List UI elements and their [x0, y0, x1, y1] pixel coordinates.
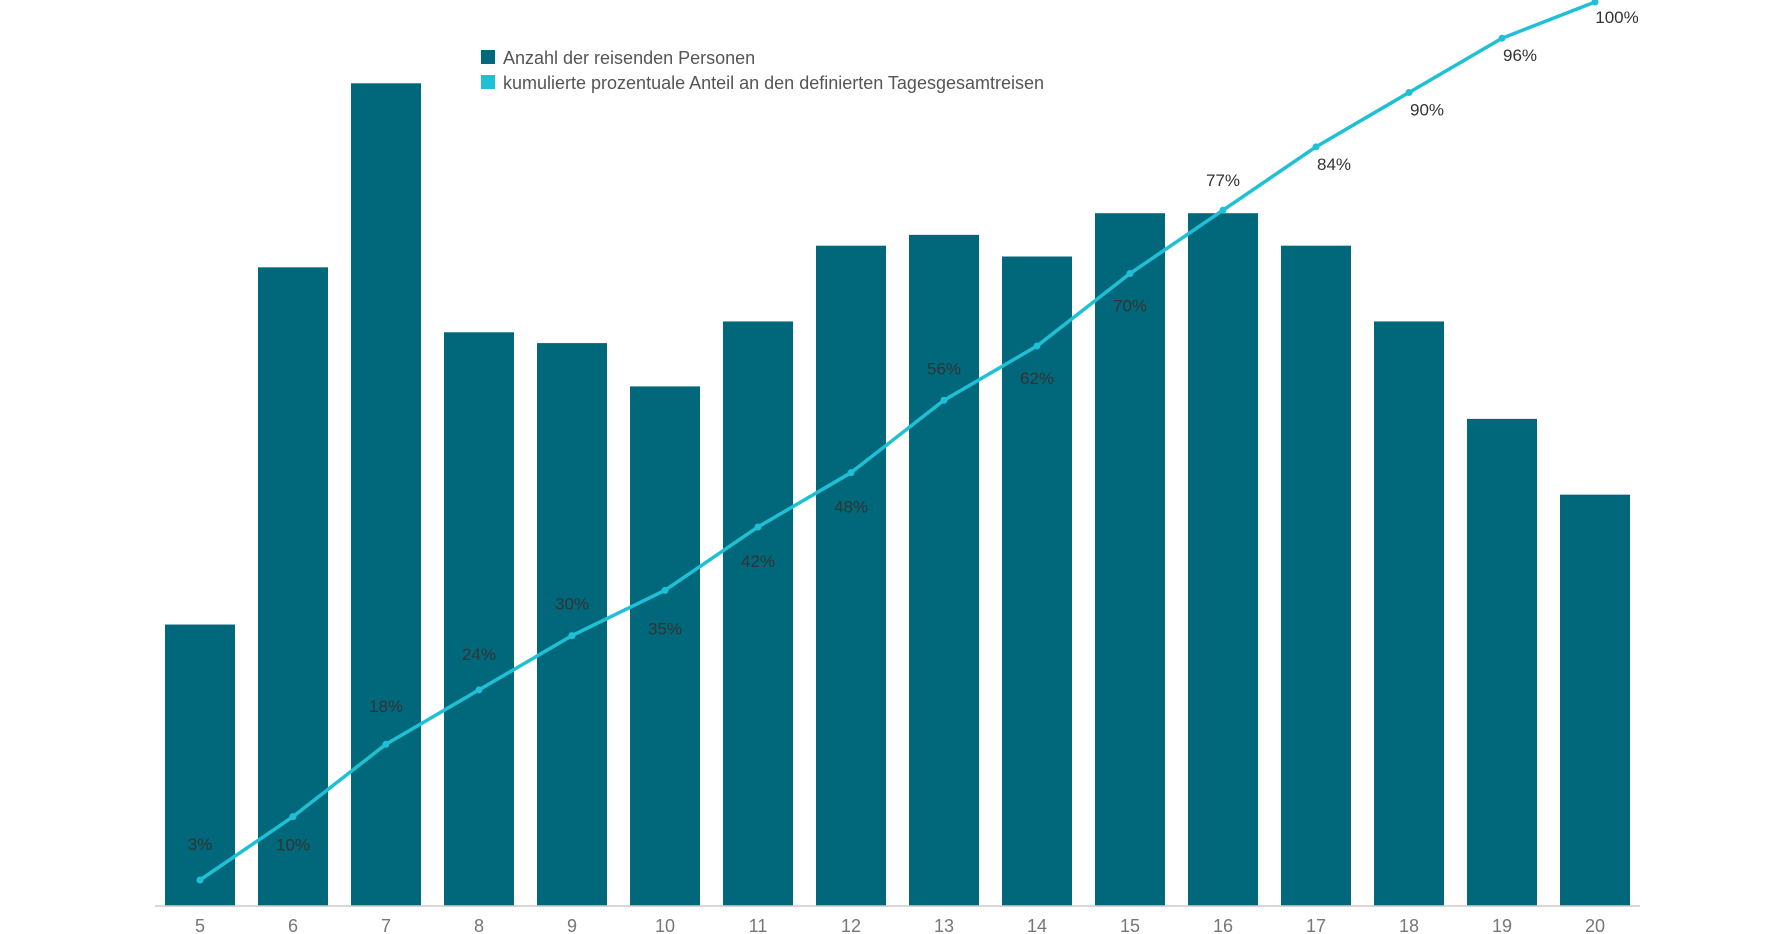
- bar-5: [165, 624, 235, 906]
- line-label-9: 30%: [555, 595, 589, 614]
- line-point-13: [940, 396, 948, 404]
- line-series: [196, 0, 1599, 884]
- x-tick-label-20: 20: [1585, 916, 1605, 934]
- x-tick-label-19: 19: [1492, 916, 1512, 934]
- line-point-18: [1405, 89, 1413, 97]
- line-label-10: 35%: [648, 619, 682, 638]
- x-tick-label-12: 12: [841, 916, 861, 934]
- line-point-8: [475, 686, 483, 694]
- x-tick-label-11: 11: [749, 916, 768, 934]
- line-point-10: [661, 586, 669, 594]
- line-point-11: [754, 523, 762, 531]
- line-label-14: 62%: [1020, 369, 1054, 388]
- x-tick-label-5: 5: [195, 916, 205, 934]
- legend-swatch-line: [481, 75, 495, 89]
- bar-7: [351, 83, 421, 907]
- x-tick-label-8: 8: [474, 916, 484, 934]
- line-point-14: [1033, 342, 1041, 350]
- line-point-17: [1312, 143, 1320, 151]
- line-label-13: 56%: [927, 359, 961, 378]
- legend-label-line: kumulierte prozentuale Anteil an den def…: [503, 73, 1044, 93]
- line-point-9: [568, 632, 576, 640]
- bar-12: [816, 245, 886, 907]
- x-axis-ticks: 5 6 7 8 9 10 11 12 13 14 15 16 17 18 19 20: [195, 916, 1605, 934]
- line-point-16: [1219, 206, 1227, 214]
- x-tick-label-16: 16: [1213, 916, 1233, 934]
- line-label-15: 70%: [1113, 297, 1147, 316]
- line-point-19: [1498, 34, 1506, 42]
- bar-14: [1002, 256, 1072, 906]
- line-point-15: [1126, 270, 1134, 278]
- x-tick-label-17: 17: [1306, 916, 1326, 934]
- line-point-20: [1591, 0, 1599, 6]
- line-label-16: 77%: [1206, 171, 1240, 190]
- line-label-18: 90%: [1410, 101, 1444, 120]
- line-label-19: 96%: [1503, 46, 1537, 65]
- bar-16: [1188, 213, 1258, 906]
- bar-6: [258, 267, 328, 906]
- line-label-6: 10%: [276, 836, 310, 855]
- line-label-8: 24%: [462, 645, 496, 664]
- line-data-labels: 3% 10% 18% 24% 30% 35% 42% 48% 56% 62% 70% 77% 84% 90…: [188, 8, 1639, 855]
- bar-20: [1560, 494, 1630, 906]
- line-label-7: 18%: [369, 697, 403, 716]
- bar-19: [1467, 418, 1537, 906]
- bar-17: [1281, 245, 1351, 907]
- x-tick-label-15: 15: [1120, 916, 1140, 934]
- bar-13: [909, 234, 979, 907]
- x-tick-label-10: 10: [655, 916, 675, 934]
- bar-15: [1095, 213, 1165, 906]
- line-label-20: 100%: [1595, 8, 1638, 27]
- line-point-12: [847, 469, 855, 477]
- bar-10: [630, 386, 700, 906]
- line-point-6: [289, 813, 297, 821]
- bar-8: [444, 332, 514, 906]
- x-tick-label-14: 14: [1027, 916, 1047, 934]
- cumulative-line: [198, 0, 1597, 882]
- line-label-12: 48%: [834, 498, 868, 517]
- legend: Anzahl der reisenden Personen kumulierte…: [481, 48, 1044, 93]
- line-label-17: 84%: [1317, 155, 1351, 174]
- x-tick-label-7: 7: [381, 916, 391, 934]
- x-tick-label-13: 13: [934, 916, 954, 934]
- bar-18: [1374, 321, 1444, 906]
- legend-label-bars: Anzahl der reisenden Personen: [503, 48, 755, 68]
- x-tick-label-18: 18: [1399, 916, 1419, 934]
- line-point-5: [196, 876, 204, 884]
- line-label-5: 3%: [188, 835, 213, 854]
- line-label-11: 42%: [741, 552, 775, 571]
- bar-11: [723, 321, 793, 906]
- line-point-7: [382, 740, 390, 748]
- legend-swatch-bars: [481, 50, 495, 64]
- x-tick-label-6: 6: [288, 916, 298, 934]
- x-tick-label-9: 9: [567, 916, 577, 934]
- bar-series: [165, 83, 1630, 907]
